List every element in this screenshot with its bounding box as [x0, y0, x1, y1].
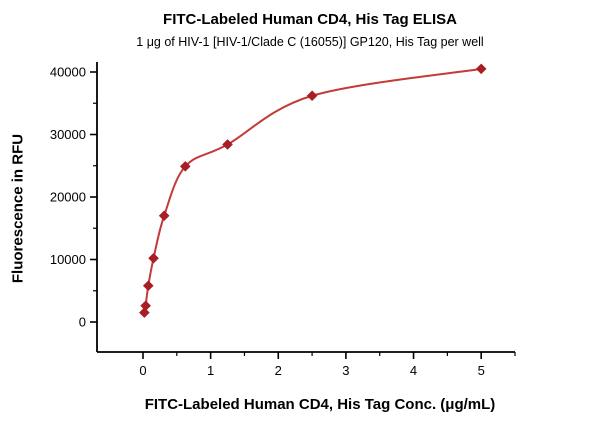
- x-tick-label: 1: [207, 363, 214, 378]
- data-point-marker: [158, 210, 170, 222]
- data-point-marker: [140, 300, 151, 312]
- data-point-marker: [306, 90, 318, 102]
- chart-subtitle: 1 μg of HIV-1 [HIV-1/Clade C (16055)] GP…: [136, 35, 484, 49]
- data-point-marker: [222, 139, 233, 150]
- y-tick-label: 30000: [50, 127, 86, 142]
- x-axis-label: FITC-Labeled Human CD4, His Tag Conc. (μ…: [144, 396, 496, 413]
- fit-curve: [143, 67, 482, 313]
- y-tick-label: 10000: [50, 252, 86, 267]
- y-axis-label: Fluorescence in RFU: [9, 133, 27, 284]
- x-tick-label: 0: [139, 363, 146, 378]
- y-tick-label: 40000: [50, 65, 86, 80]
- data-point-marker: [142, 280, 154, 292]
- x-tick-label: 2: [275, 363, 282, 378]
- data-point-marker: [179, 161, 191, 172]
- data-point-marker: [148, 252, 159, 264]
- data-point-marker: [139, 307, 150, 318]
- y-tick-label: 20000: [50, 190, 86, 205]
- y-tick-label: 0: [79, 315, 86, 330]
- data-point-marker: [475, 63, 487, 75]
- chart-title: FITC-Labeled Human CD4, His Tag ELISA: [163, 11, 457, 28]
- x-tick-label: 4: [410, 363, 417, 378]
- x-tick-label: 3: [342, 363, 349, 378]
- x-tick-label: 5: [478, 363, 485, 378]
